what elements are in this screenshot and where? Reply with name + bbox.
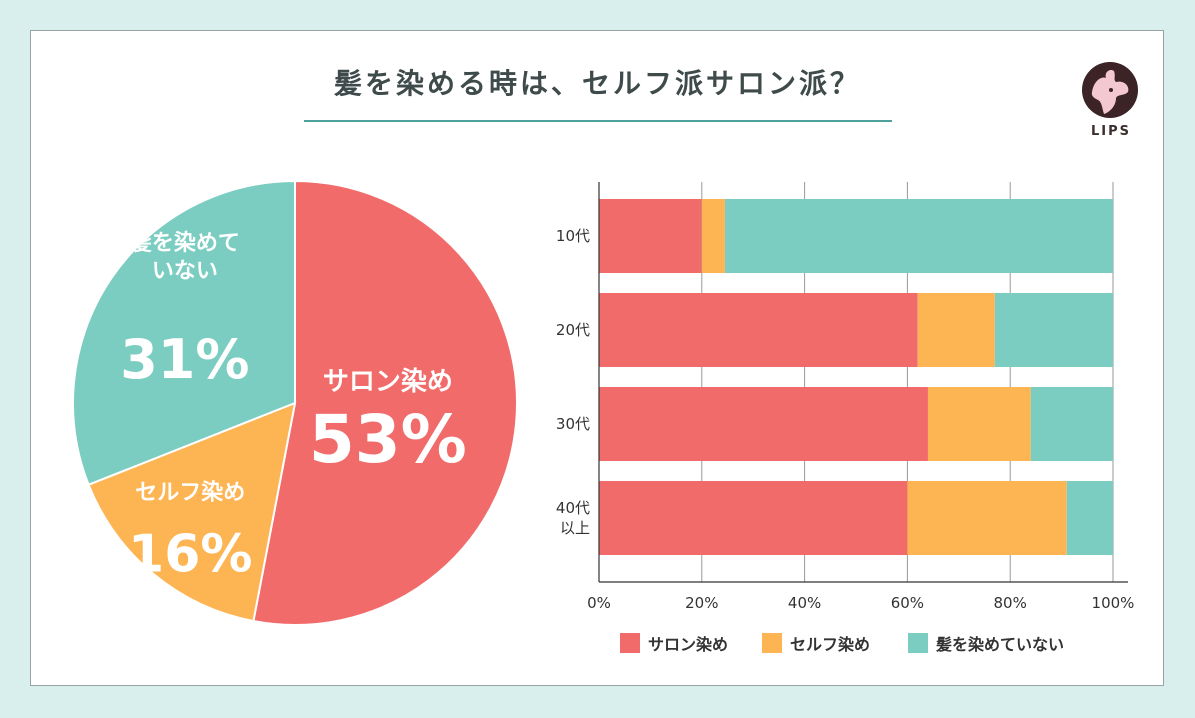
pie-slice <box>72 179 296 487</box>
y-category-label: 20代 <box>556 321 590 339</box>
bar-segment <box>599 293 918 367</box>
legend-label: サロン染め <box>648 635 728 654</box>
bar-segment <box>599 387 928 461</box>
y-category-label: 30代 <box>556 415 590 433</box>
y-category-label: 以上 <box>560 519 590 537</box>
bar-segment <box>599 481 908 555</box>
bar-segment <box>994 293 1113 367</box>
y-category-label: 40代 <box>556 499 590 517</box>
page-title: 髪を染める時は、セルフ派サロン派？ <box>333 67 861 100</box>
bar-segment <box>599 199 702 273</box>
x-tick-label: 60% <box>891 594 924 612</box>
title-underline <box>304 120 892 122</box>
pie-slice-value: 31% <box>120 328 249 391</box>
pie-slice-label: サロン染め <box>323 367 453 397</box>
pie-slice <box>87 401 297 623</box>
x-tick-label: 40% <box>788 594 821 612</box>
pie-slice-value: 16% <box>128 525 252 585</box>
legend-label: 髪を染めていない <box>935 635 1064 654</box>
legend-swatch <box>762 633 782 653</box>
bar-segment <box>724 199 1113 273</box>
bar-segment <box>1066 481 1113 555</box>
y-category-label: 10代 <box>556 227 590 245</box>
lips-logo-icon <box>1082 62 1138 118</box>
x-tick-label: 20% <box>685 594 718 612</box>
bar-segment <box>917 293 995 367</box>
bar-segment <box>907 481 1067 555</box>
pie-slice-label: セルフ染め <box>135 480 245 506</box>
bar-segment <box>927 387 1031 461</box>
legend-label: セルフ染め <box>790 635 870 654</box>
x-tick-label: 0% <box>587 594 611 612</box>
pie-slice-label: 髪を染めて <box>129 230 240 256</box>
pie-slice-label: いない <box>152 259 218 284</box>
legend-swatch <box>620 633 640 653</box>
pie-slice <box>252 179 518 626</box>
logo-text: LIPS <box>1090 124 1131 139</box>
bar-segment <box>1030 387 1113 461</box>
legend-swatch <box>908 633 928 653</box>
x-tick-label: 80% <box>994 594 1027 612</box>
pie-slice-value: 53% <box>309 401 467 478</box>
bar-segment <box>701 199 725 273</box>
x-tick-label: 100% <box>1092 594 1135 612</box>
